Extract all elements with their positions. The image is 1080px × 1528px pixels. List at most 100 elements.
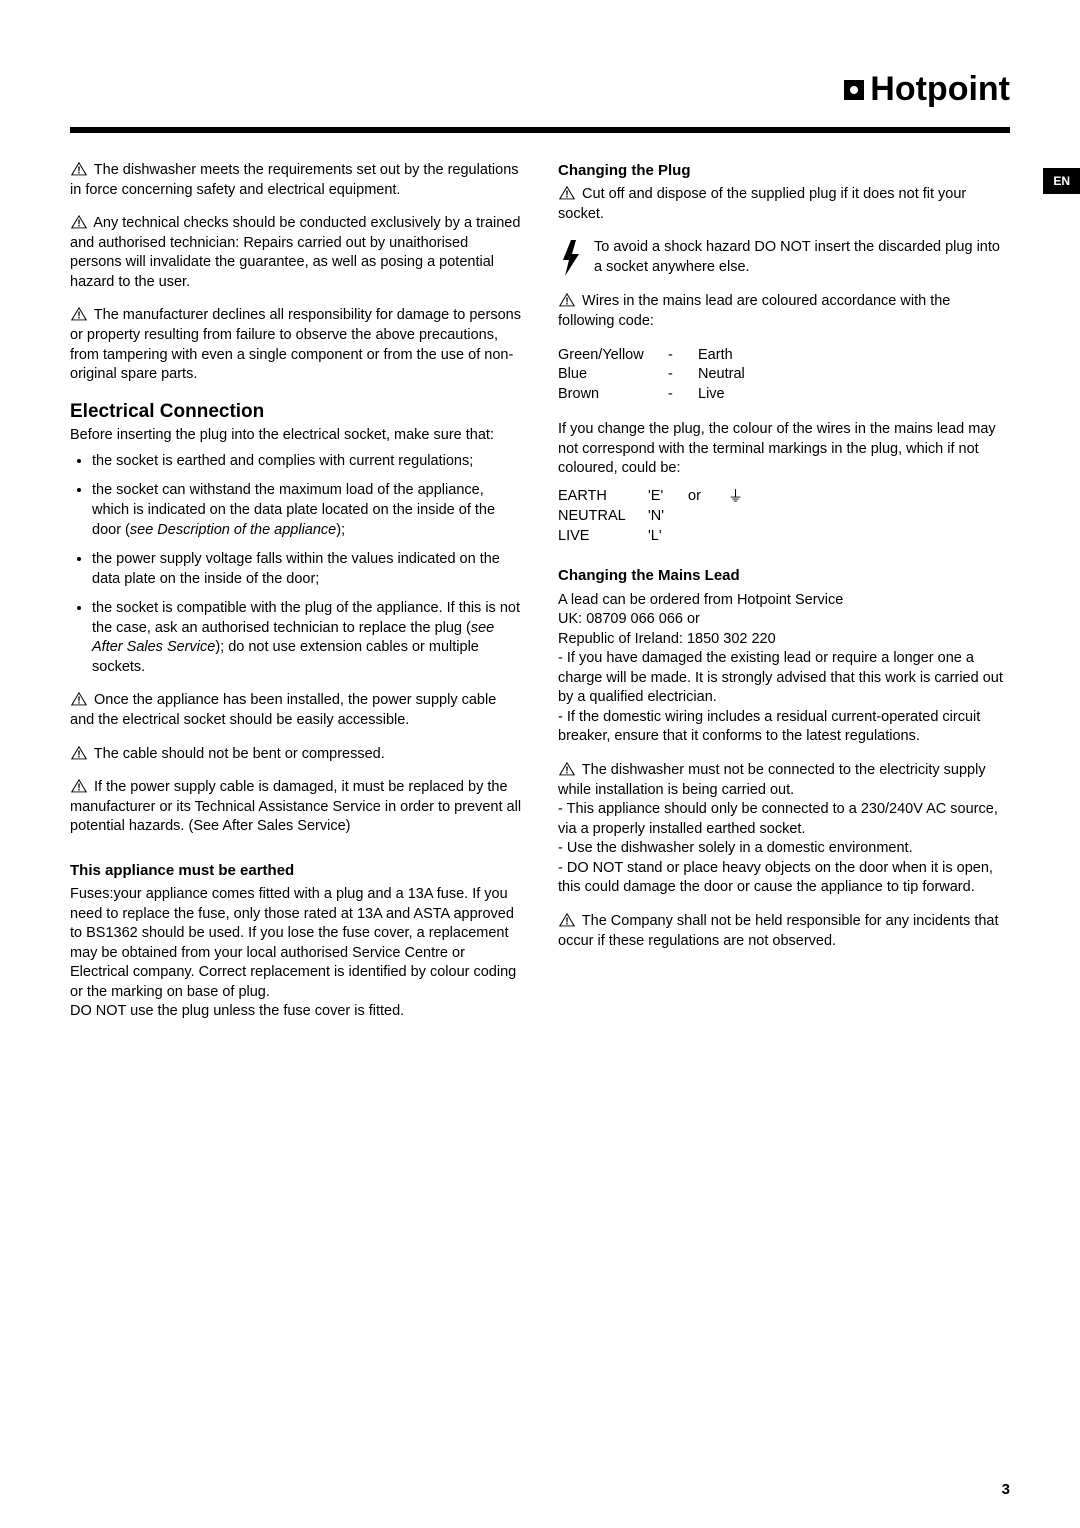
text: The manufacturer declines all responsibi… (70, 307, 521, 382)
para-requirements: ! The dishwasher meets the requirements … (70, 161, 522, 200)
cell: Blue (558, 365, 668, 385)
cell: NEUTRAL (558, 507, 648, 527)
italic-ref: see Description of the appliance (130, 522, 336, 538)
table-row: Blue - Neutral (558, 365, 1010, 385)
warning-icon: ! (70, 745, 88, 760)
heading-changing-plug: Changing the Plug (558, 161, 1010, 181)
warning-icon: ! (70, 161, 88, 176)
content-columns: ! The dishwasher meets the requirements … (70, 161, 1010, 1022)
right-column: Changing the Plug ! Cut off and dispose … (558, 161, 1010, 1022)
svg-text:!: ! (565, 917, 568, 928)
warning-icon: ! (70, 214, 88, 229)
brand-header: Hotpoint (70, 70, 1010, 109)
svg-text:!: ! (77, 311, 80, 322)
warning-icon: ! (558, 761, 576, 776)
document-page: Hotpoint EN ! The dishwasher meets the r… (0, 0, 1080, 1062)
table-row: NEUTRAL 'N' (558, 507, 1010, 527)
terminal-marking-table: EARTH 'E' or ⏚ NEUTRAL 'N' LIVE 'L' (558, 487, 1010, 546)
brand-name: Hotpoint (870, 70, 1010, 109)
table-row: Brown - Live (558, 385, 1010, 405)
svg-text:!: ! (565, 190, 568, 201)
cell: 'L' (648, 527, 688, 547)
wire-colour-table: Green/Yellow - Earth Blue - Neutral Brow… (558, 346, 1010, 405)
conn-p4: - DO NOT stand or place heavy objects on… (558, 859, 1010, 898)
svg-text:!: ! (565, 766, 568, 777)
mains-p5: - If the domestic wiring includes a resi… (558, 708, 1010, 747)
mains-p3: Republic of Ireland: 1850 302 220 (558, 630, 1010, 650)
warning-icon: ! (70, 306, 88, 321)
warning-icon: ! (558, 292, 576, 307)
ec-bullet-list: the socket is earthed and complies with … (70, 452, 522, 678)
text: ); (336, 522, 345, 538)
fuse-cover-para: DO NOT use the plug unless the fuse cove… (70, 1002, 522, 1022)
para-must-not-connected: ! The dishwasher must not be connected t… (558, 761, 1010, 800)
svg-text:!: ! (77, 219, 80, 230)
text: Wires in the mains lead are coloured acc… (558, 293, 950, 329)
header-rule (70, 127, 1010, 133)
heading-changing-mains-lead: Changing the Mains Lead (558, 566, 1010, 586)
shock-hazard-row: To avoid a shock hazard DO NOT insert th… (558, 238, 1010, 278)
para-cut-off: ! Cut off and dispose of the supplied pl… (558, 185, 1010, 224)
table-row: EARTH 'E' or ⏚ (558, 487, 1010, 507)
conn-p2: - This appliance should only be connecte… (558, 800, 1010, 839)
text: The dishwasher meets the requirements se… (70, 162, 519, 198)
warning-icon: ! (558, 185, 576, 200)
language-tab: EN (1043, 168, 1080, 194)
brand-logo-icon (844, 80, 864, 100)
heading-electrical-connection: Electrical Connection (70, 399, 522, 425)
svg-text:!: ! (77, 166, 80, 177)
table-row: LIVE 'L' (558, 527, 1010, 547)
cell: or (688, 487, 728, 507)
bullet-compatible: the socket is compatible with the plug o… (92, 599, 522, 677)
para-cable-bent: ! The cable should not be bent or compre… (70, 745, 522, 765)
cell: 'E' (648, 487, 688, 507)
text: Once the appliance has been installed, t… (70, 692, 496, 728)
cell: LIVE (558, 527, 648, 547)
table-row: Green/Yellow - Earth (558, 346, 1010, 366)
svg-text:!: ! (77, 783, 80, 794)
page-number: 3 (1002, 1481, 1010, 1498)
warning-icon: ! (558, 912, 576, 927)
mains-p1: A lead can be ordered from Hotpoint Serv… (558, 591, 1010, 611)
warning-icon: ! (70, 778, 88, 793)
bullet-voltage: the power supply voltage falls within th… (92, 550, 522, 589)
mains-p2: UK: 08709 066 066 or (558, 610, 1010, 630)
cell: Brown (558, 385, 668, 405)
svg-text:!: ! (77, 749, 80, 760)
cell: Green/Yellow (558, 346, 668, 366)
cell: Live (698, 385, 725, 405)
para-technical-checks: ! Any technical checks should be conduct… (70, 214, 522, 292)
para-manufacturer-declines: ! The manufacturer declines all responsi… (70, 306, 522, 384)
warning-icon: ! (70, 691, 88, 706)
cell: - (668, 365, 698, 385)
svg-text:!: ! (77, 696, 80, 707)
earth-symbol-icon: ⏚ (728, 487, 743, 507)
cell: 'N' (648, 507, 688, 527)
fuses-para: Fuses:your appliance comes fitted with a… (70, 885, 522, 1002)
para-wires-code: ! Wires in the mains lead are coloured a… (558, 292, 1010, 331)
cell: Earth (698, 346, 733, 366)
para-cable-damaged: ! If the power supply cable is damaged, … (70, 778, 522, 837)
shock-hazard-text: To avoid a shock hazard DO NOT insert th… (594, 238, 1010, 277)
cell: - (668, 346, 698, 366)
text: Any technical checks should be conducted… (70, 215, 520, 290)
conn-p3: - Use the dishwasher solely in a domesti… (558, 839, 1010, 859)
heading-must-be-earthed: This appliance must be earthed (70, 861, 522, 881)
text: The dishwasher must not be connected to … (558, 762, 986, 798)
left-column: ! The dishwasher meets the requirements … (70, 161, 522, 1022)
svg-text:!: ! (565, 297, 568, 308)
bullet-max-load: the socket can withstand the maximum loa… (92, 481, 522, 540)
para-company-responsibility: ! The Company shall not be held responsi… (558, 912, 1010, 951)
text: the socket is compatible with the plug o… (92, 600, 520, 636)
text: The Company shall not be held responsibl… (558, 913, 999, 949)
cell: EARTH (558, 487, 648, 507)
para-change-plug-colours: If you change the plug, the colour of th… (558, 420, 1010, 479)
text: If the power supply cable is damaged, it… (70, 779, 521, 834)
text: Cut off and dispose of the supplied plug… (558, 186, 966, 222)
ec-intro: Before inserting the plug into the elect… (70, 426, 522, 446)
bullet-earthed: the socket is earthed and complies with … (92, 452, 522, 472)
text: The cable should not be bent or compress… (94, 746, 385, 762)
lightning-bolt-icon (558, 238, 584, 278)
para-once-installed: ! Once the appliance has been installed,… (70, 691, 522, 730)
cell: Neutral (698, 365, 745, 385)
